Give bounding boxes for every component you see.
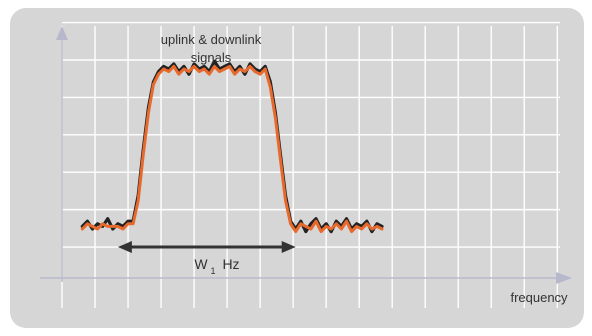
- x-axis-arrowhead: [556, 272, 572, 284]
- signal-label-line1: uplink & downlink: [161, 32, 262, 47]
- signal-label-line2: signals: [191, 50, 232, 65]
- annotations: [117, 241, 296, 254]
- series-layer: [80, 59, 384, 234]
- grid: [61, 21, 560, 308]
- x-axis-label: frequency: [510, 290, 568, 305]
- bandwidth-label-sub: 1: [210, 266, 215, 276]
- axes: [40, 26, 572, 284]
- bandwidth-arrowhead-right: [281, 241, 296, 254]
- bandwidth-label-main: W: [194, 256, 208, 272]
- bandwidth-label-unit: Hz: [222, 256, 239, 272]
- series-line-2: [80, 64, 384, 234]
- chart-panel: [10, 8, 584, 328]
- y-axis-arrowhead: [56, 26, 68, 40]
- bandwidth-arrowhead-left: [117, 241, 132, 254]
